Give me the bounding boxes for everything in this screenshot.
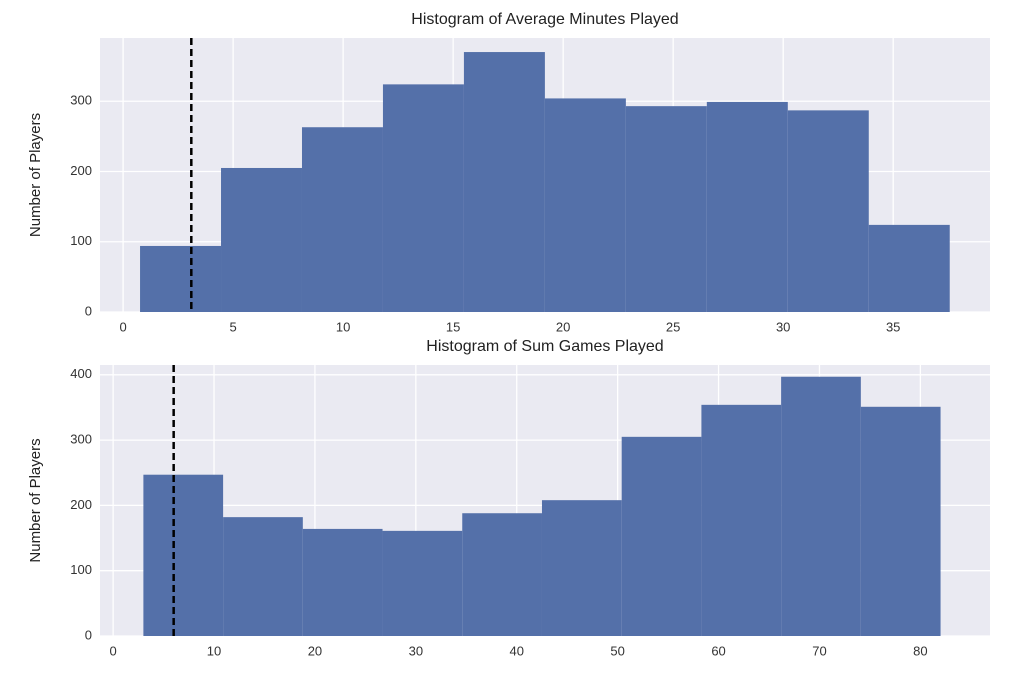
y-tick-label: 200	[70, 163, 92, 178]
bar	[301, 127, 383, 312]
x-tick-label: 30	[409, 643, 423, 658]
x-tick-label: 5	[229, 319, 236, 334]
bar	[221, 167, 302, 312]
bar	[462, 513, 542, 636]
x-tick-label: 80	[913, 643, 927, 658]
y-tick-label: 200	[70, 497, 92, 512]
bar	[701, 404, 782, 636]
y-axis-label: Number of Players	[27, 438, 44, 562]
bar	[463, 52, 545, 313]
x-tick-label: 10	[207, 643, 221, 658]
y-tick-label: 100	[70, 562, 92, 577]
x-tick-label: 35	[886, 319, 900, 334]
bar	[860, 406, 941, 636]
x-tick-label: 10	[336, 319, 350, 334]
y-tick-label: 300	[70, 432, 92, 447]
y-tick-label: 300	[70, 93, 92, 108]
bar	[302, 528, 383, 636]
x-tick-label: 25	[666, 319, 680, 334]
y-tick-label: 400	[70, 366, 92, 381]
x-tick-label: 60	[711, 643, 725, 658]
x-tick-label: 40	[510, 643, 524, 658]
chart-title: Histogram of Sum Games Played	[426, 338, 663, 355]
x-tick-label: 50	[610, 643, 624, 658]
x-tick-label: 15	[446, 319, 460, 334]
bar	[140, 245, 222, 312]
x-tick-label: 20	[556, 319, 570, 334]
x-tick-label: 70	[812, 643, 826, 658]
bar	[382, 530, 463, 636]
bar	[382, 84, 464, 312]
x-tick-label: 0	[119, 319, 126, 334]
bar	[625, 106, 707, 313]
chart-title: Histogram of Average Minutes Played	[411, 11, 678, 28]
x-tick-label: 30	[776, 319, 790, 334]
bar	[868, 224, 950, 312]
x-tick-label: 20	[308, 643, 322, 658]
y-axis-label: Number of Players	[27, 113, 44, 237]
y-tick-label: 0	[85, 303, 92, 318]
bar	[541, 500, 622, 636]
x-tick-label: 0	[110, 643, 117, 658]
bar	[787, 110, 869, 312]
bar	[143, 474, 224, 636]
y-tick-label: 0	[85, 627, 92, 642]
bar	[706, 101, 788, 312]
bar	[781, 376, 861, 636]
y-tick-label: 100	[70, 233, 92, 248]
bar	[223, 517, 303, 636]
bar	[621, 436, 702, 636]
bar	[544, 98, 626, 313]
